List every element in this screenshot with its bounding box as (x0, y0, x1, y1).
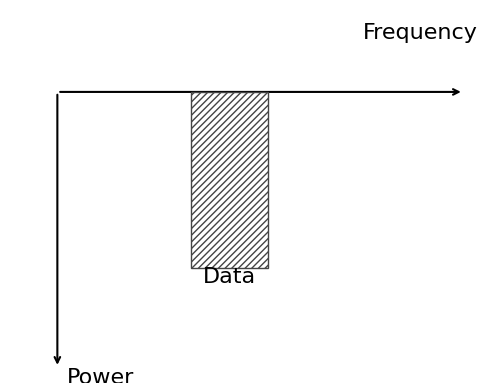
Text: Frequency: Frequency (363, 23, 478, 43)
Bar (191, 92, 268, 268)
Text: Power: Power (67, 368, 134, 383)
Text: Data: Data (203, 267, 256, 287)
